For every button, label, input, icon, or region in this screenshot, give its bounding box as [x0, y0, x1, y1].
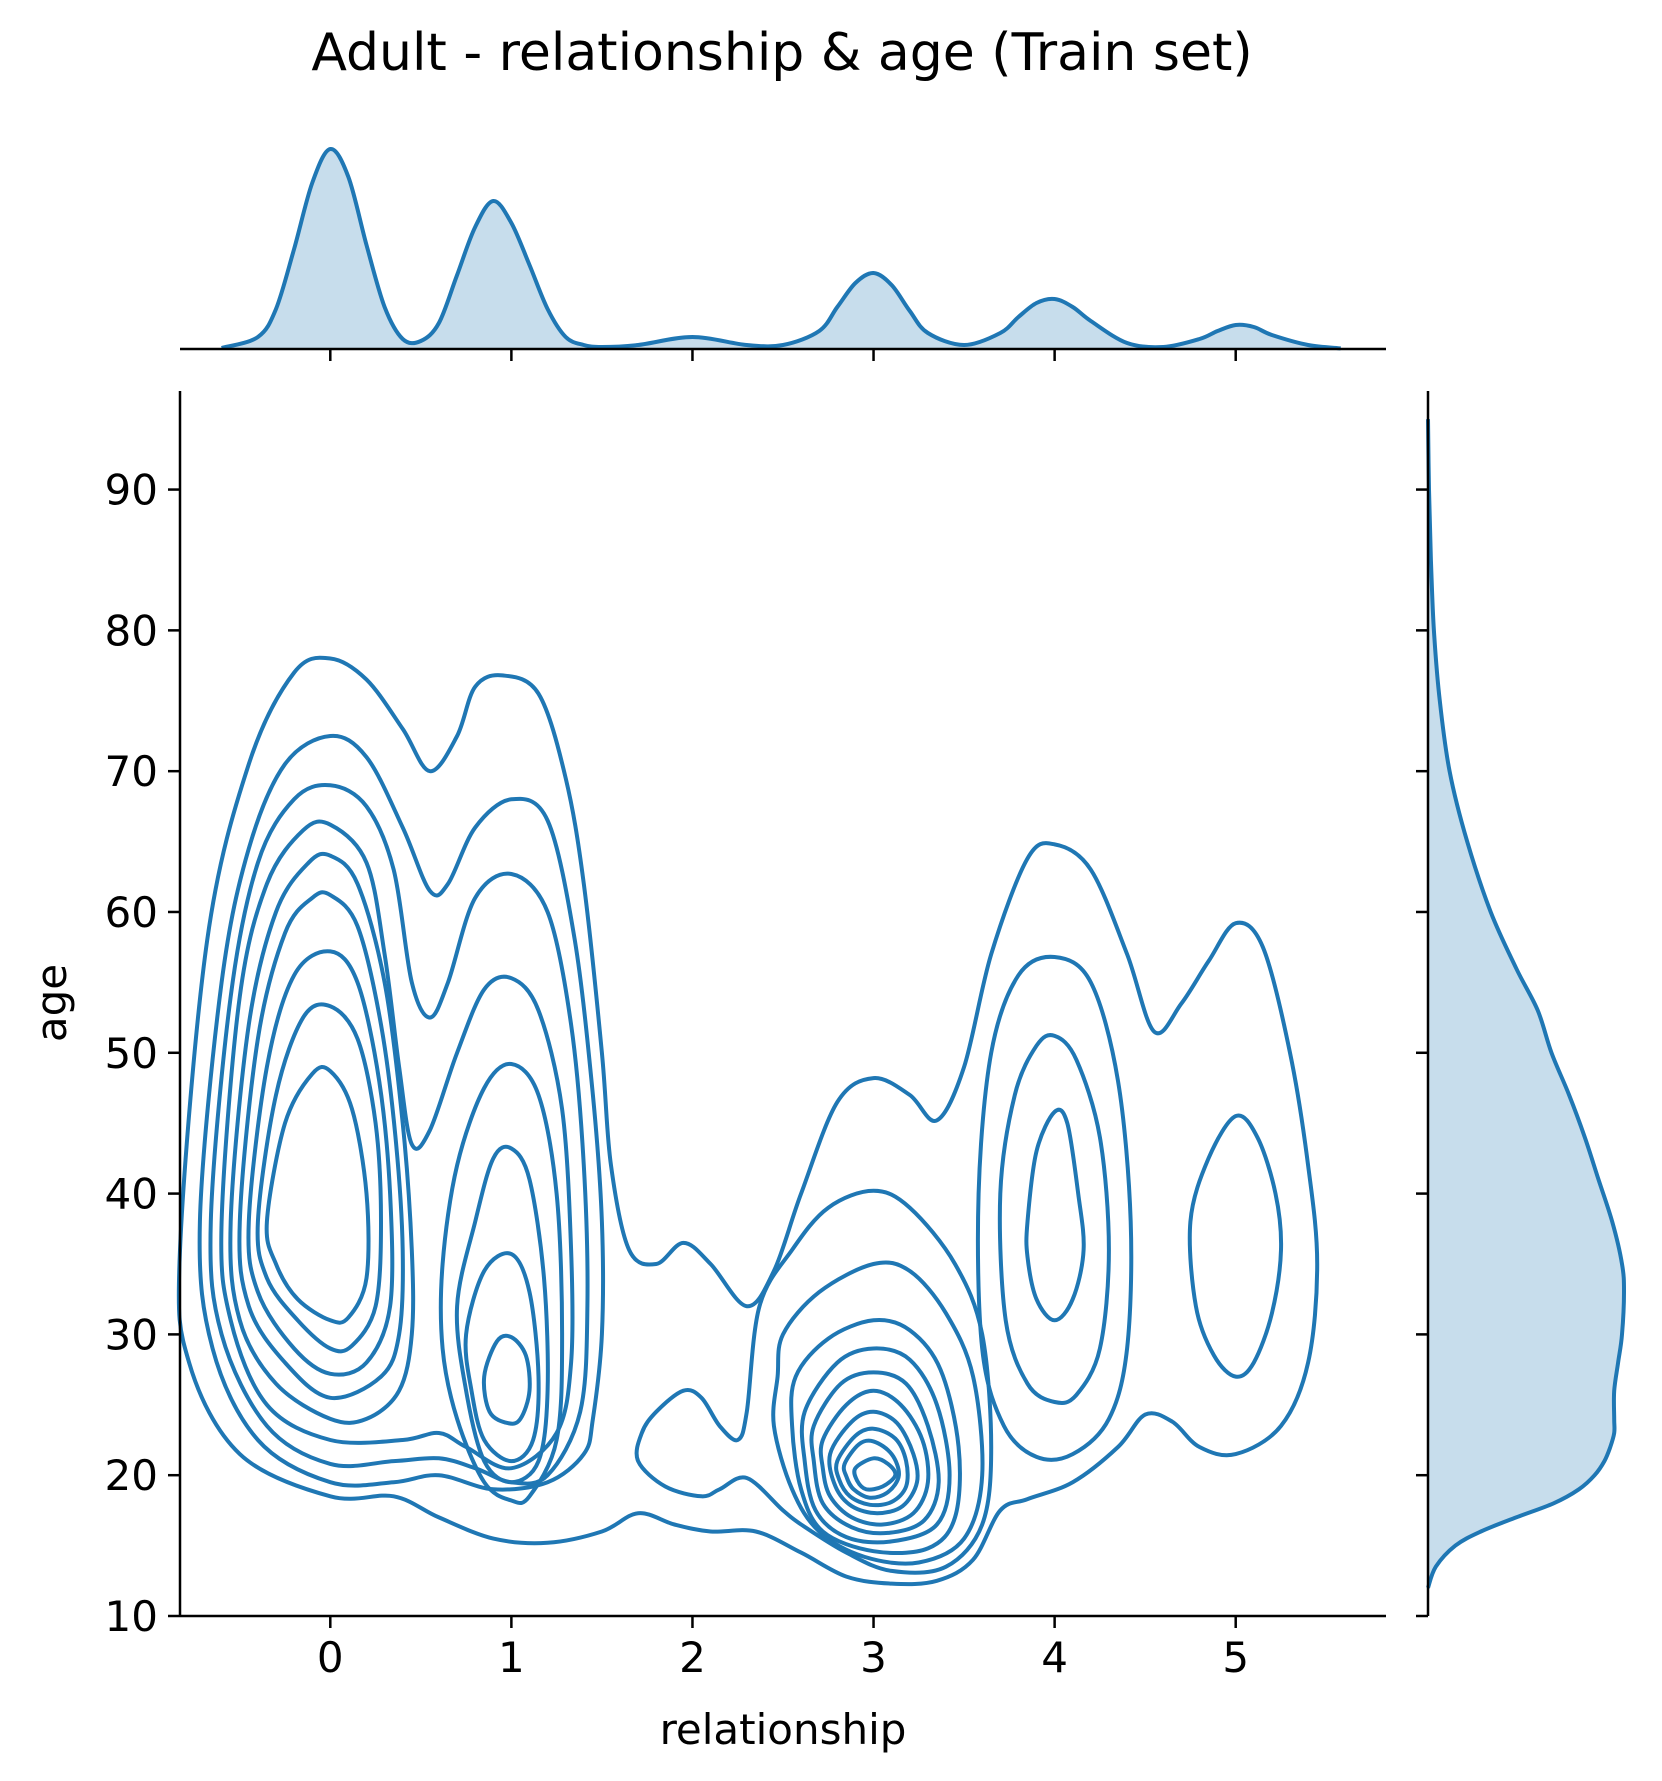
- contour-line-15: [789, 1317, 962, 1556]
- y-tick-label: 10: [105, 1592, 158, 1641]
- right-marginal-plot: [1416, 391, 1627, 1618]
- y-tick-label: 90: [105, 466, 158, 515]
- contour-line-12: [481, 1333, 532, 1426]
- y-tick-label: 70: [105, 747, 158, 796]
- top-marginal-density-curve: [221, 147, 1341, 351]
- contour-line-10: [454, 1144, 550, 1485]
- contour-line-18: [818, 1388, 931, 1527]
- contour-line-17: [809, 1370, 941, 1536]
- contour-line-16: [799, 1346, 952, 1545]
- contour-line-26: [1187, 1113, 1284, 1379]
- kde-contours: [176, 655, 1320, 1587]
- y-tick-label: 40: [105, 1170, 158, 1219]
- y-tick-label: 20: [105, 1451, 158, 1500]
- contour-line-0: [176, 655, 1320, 1587]
- contour-line-25: [1024, 1107, 1086, 1323]
- contour-line-4: [228, 851, 416, 1425]
- right-marginal-ticks: [1416, 488, 1428, 1618]
- contour-line-5: [237, 890, 405, 1400]
- contour-line-19: [827, 1409, 920, 1516]
- contour-line-6: [246, 949, 395, 1377]
- x-tick-label: 0: [317, 1633, 344, 1682]
- contour-line-22: [852, 1456, 898, 1492]
- contour-line-1: [197, 733, 606, 1492]
- contour-line-7: [255, 1002, 383, 1354]
- top-marginal-plot: [180, 147, 1386, 361]
- contour-line-14: [771, 1260, 985, 1566]
- contour-line-24: [997, 1033, 1111, 1405]
- x-tick-label: 5: [1222, 1633, 1249, 1682]
- y-axis-label: age: [27, 964, 76, 1042]
- right-marginal-density-curve: [1426, 419, 1627, 1589]
- y-tick-label: 60: [105, 888, 158, 937]
- y-tick-label: 30: [105, 1310, 158, 1359]
- x-tick-label: 3: [860, 1633, 887, 1682]
- x-tick-label: 1: [498, 1633, 525, 1682]
- main-plot: 0 1 2 3 4 5 10 20 30 40 50 60 70 80 90: [105, 391, 1386, 1682]
- contour-line-13: [634, 1188, 994, 1575]
- y-tick-label: 50: [105, 1029, 158, 1078]
- top-marginal-ticks: [329, 349, 1237, 361]
- contour-line-21: [841, 1438, 901, 1500]
- y-axis-ticks: 10 20 30 40 50 60 70 80 90: [105, 466, 180, 1641]
- contour-line-11: [463, 1251, 541, 1464]
- contour-line-9: [438, 1061, 565, 1506]
- contour-line-2: [208, 783, 590, 1486]
- x-tick-label: 4: [1041, 1633, 1068, 1682]
- contour-line-23: [975, 954, 1134, 1462]
- x-axis-label: relationship: [660, 1705, 907, 1754]
- x-tick-label: 2: [679, 1633, 706, 1682]
- chart-title: Adult - relationship & age (Train set): [311, 23, 1252, 83]
- contour-line-3: [219, 819, 575, 1471]
- right-marginal-density-fill: [1428, 419, 1624, 1588]
- x-axis-ticks: 0 1 2 3 4 5: [317, 1616, 1249, 1682]
- top-marginal-density-fill: [221, 148, 1341, 349]
- contour-line-20: [834, 1426, 910, 1508]
- y-tick-label: 80: [105, 606, 158, 655]
- contour-line-8: [264, 1065, 371, 1325]
